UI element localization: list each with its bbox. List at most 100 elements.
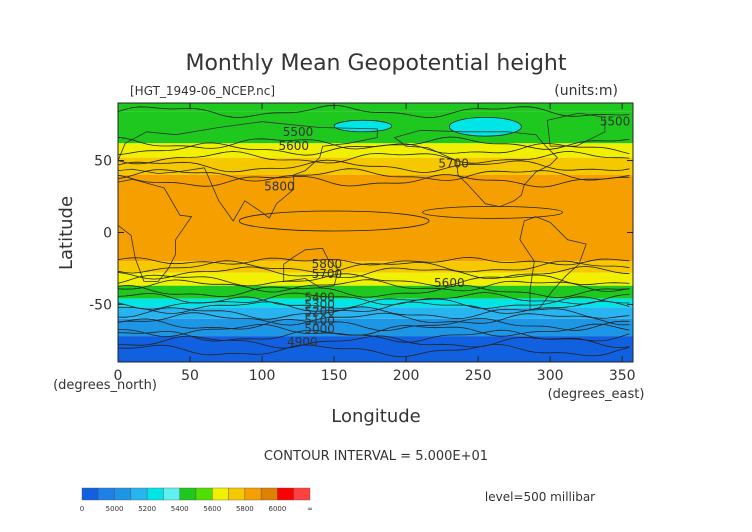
contour-label: 5600 — [434, 276, 465, 290]
coastline — [117, 121, 378, 222]
colorbar-tick-label: 5800 — [236, 505, 254, 513]
high-pressure-cell — [448, 116, 522, 137]
contour-line — [117, 159, 630, 173]
coastline — [393, 129, 558, 208]
contour-band — [118, 336, 633, 362]
high-pressure-cell — [333, 119, 393, 133]
x-tick-label: 200 — [393, 368, 420, 384]
contour-line — [117, 296, 630, 310]
x-axis-label: Longitude — [331, 406, 421, 427]
contour-label: 5800 — [264, 179, 295, 193]
coastlines — [117, 112, 606, 311]
colorbar-tick-label: 5400 — [171, 505, 189, 513]
contour-label: 5200 — [304, 305, 335, 319]
colorbar-cell — [260, 487, 278, 501]
contour-line — [117, 317, 630, 332]
contour-label: 5500 — [283, 125, 314, 139]
colorbar-cell — [244, 487, 262, 501]
contour-label: 5000 — [304, 322, 335, 336]
colorbar-tick-label: 5200 — [138, 505, 156, 513]
x-tick-label: 100 — [249, 368, 276, 384]
y-axis-ticks: 50 0 -50 — [89, 154, 633, 313]
contour-lines — [117, 104, 630, 358]
x-tick-label: 350 — [609, 368, 636, 384]
chart-title: Monthly Mean Geopotential height — [185, 51, 566, 76]
contour-label: 5400 — [304, 290, 335, 304]
x-axis-ticks: 0 50 100 150 200 250 300 350 — [114, 103, 636, 384]
colorbar-ticks: 0 5000 5200 5400 5600 5800 6000 ∞ — [80, 505, 313, 513]
contour-band — [118, 143, 633, 158]
y-unit-label: (degrees_north) — [53, 378, 157, 393]
contour-label: 5700 — [312, 267, 343, 281]
contour-label: 5800 — [312, 257, 343, 271]
colorbar-cell — [293, 487, 311, 501]
contour-line — [117, 142, 630, 156]
contour-label: 5300 — [304, 297, 335, 311]
contour-line — [117, 335, 630, 349]
contour-line — [117, 273, 630, 287]
colorbar-cell — [212, 487, 229, 501]
contour-line — [117, 174, 630, 188]
colorbar-cell — [163, 487, 180, 501]
contour-line — [117, 306, 630, 320]
contour-label: 5500 — [600, 115, 631, 129]
contour-line — [117, 343, 630, 358]
colorbar-cell — [179, 487, 197, 501]
contour-band — [118, 261, 633, 273]
coastline — [519, 216, 587, 311]
contour-line — [117, 312, 630, 326]
colorbar-cell — [146, 487, 164, 501]
contour-line — [238, 210, 430, 232]
contour-interval: CONTOUR INTERVAL = 5.000E+01 — [264, 449, 488, 464]
colorbar-tick-label: ∞ — [307, 505, 313, 513]
x-tick-label: 300 — [537, 368, 564, 384]
contour-line — [118, 300, 630, 314]
contour-label: 5100 — [304, 313, 335, 327]
contour-line — [117, 279, 630, 293]
contour-line — [117, 257, 630, 266]
units-label: (units:m) — [554, 83, 618, 99]
dataset-filename: [HGT_1949-06_NCEP.nc] — [130, 84, 275, 98]
y-axis-label: Latitude — [56, 196, 77, 270]
colorbar-cell — [195, 487, 213, 501]
colorbar-tick-label: 5600 — [203, 505, 221, 513]
colorbar-tick-label: 6000 — [269, 505, 287, 513]
colorbar-tick-label: 0 — [80, 505, 84, 513]
contour-label: 5700 — [438, 156, 469, 170]
colorbar-cell — [277, 487, 294, 501]
contour-line — [117, 284, 630, 299]
contour-line — [117, 104, 630, 119]
coastline — [546, 112, 606, 147]
colorbar-cell — [228, 487, 246, 501]
colorbar-cell — [98, 487, 115, 501]
x-tick-label: 150 — [321, 368, 348, 384]
contour-line — [117, 168, 630, 182]
colorbar-tick-label: 5000 — [106, 505, 124, 513]
contour-line — [117, 151, 630, 165]
colorbar-cell — [114, 487, 132, 501]
filled-contour-bands — [118, 103, 633, 362]
coastline — [283, 247, 339, 288]
contour-band — [118, 307, 633, 319]
x-tick-label: 0 — [114, 368, 123, 384]
colorbar-cell — [81, 487, 99, 501]
contour-line — [117, 266, 630, 280]
x-tick-label: 250 — [465, 368, 492, 384]
contour-band — [118, 174, 633, 262]
contour-label: 4900 — [287, 335, 318, 349]
coastline — [117, 178, 193, 282]
contour-line — [117, 323, 630, 338]
pressure-level: level=500 millibar — [485, 490, 595, 504]
y-tick-label: 0 — [103, 226, 112, 242]
contour-label: 5600 — [278, 139, 309, 153]
y-tick-label: 50 — [94, 154, 112, 170]
contour-line — [422, 205, 563, 219]
contour-band — [118, 103, 633, 112]
y-tick-label: -50 — [89, 297, 112, 313]
contour-labels: 5500560057005800550058005700560054005300… — [264, 115, 630, 349]
x-tick-label: 50 — [181, 368, 199, 384]
colorbar — [81, 487, 311, 501]
x-unit-label: (degrees_east) — [548, 387, 645, 402]
colorbar-cell — [130, 487, 148, 501]
